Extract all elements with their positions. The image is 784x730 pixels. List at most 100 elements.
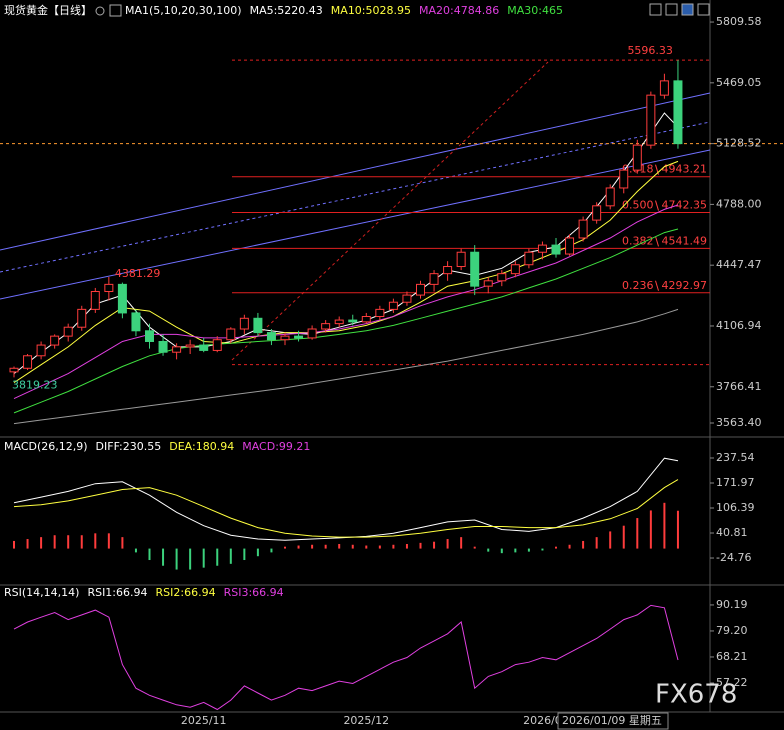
candle-body — [266, 332, 276, 341]
candle-body — [470, 251, 480, 287]
candle-body — [646, 94, 656, 146]
candle-body — [253, 317, 263, 334]
candle-body — [402, 294, 412, 303]
y-tick-label: 4447.47 — [716, 258, 762, 271]
rsi-line — [13, 604, 679, 711]
fib-price: 4943.21 — [662, 163, 708, 176]
ma-line — [13, 204, 679, 400]
candle-body — [592, 205, 602, 221]
legend-entry: RSI2:66.94 — [156, 586, 216, 599]
candle-body — [429, 273, 439, 285]
candle-body — [551, 244, 561, 255]
candle-body — [497, 273, 507, 282]
candle-body — [605, 187, 615, 207]
legend-entry: MA10:5028.95 — [331, 4, 411, 17]
y-tick-label: 237.54 — [716, 451, 755, 464]
candle-body — [294, 335, 304, 339]
candle-body — [443, 266, 453, 275]
legend-entry: RSI1:66.94 — [87, 586, 147, 599]
y-tick-label: 5809.58 — [716, 15, 762, 28]
legend-entry: MACD:99.21 — [242, 440, 310, 453]
candle-body — [9, 367, 19, 373]
fib-separator — [655, 280, 659, 291]
candle-body — [90, 291, 100, 310]
icon[interactable] — [665, 3, 678, 16]
y-tick-label: 40.81 — [716, 526, 748, 539]
candle-body — [388, 301, 398, 310]
x-tick-label: 2025/11 — [181, 714, 227, 727]
candle-body — [483, 280, 493, 287]
candle-body — [199, 344, 209, 351]
candle-body — [619, 169, 629, 189]
y-tick-label: 3563.40 — [716, 416, 762, 429]
candle-body — [158, 340, 168, 353]
watermark: FX678 — [655, 680, 737, 710]
fib-price: 4742.35 — [662, 199, 708, 212]
icon — [95, 6, 105, 16]
y-tick-label: 171.97 — [716, 476, 755, 489]
candle-body — [104, 283, 114, 293]
candle-body — [307, 328, 317, 339]
trend-channel — [0, 149, 711, 300]
candle-body — [23, 355, 33, 369]
y-tick-label: 4106.94 — [716, 319, 762, 332]
candle-body — [226, 328, 236, 341]
macd-line — [13, 479, 679, 538]
fib-price: 4541.49 — [662, 234, 708, 247]
candle-body — [117, 283, 127, 314]
candle-body — [524, 251, 534, 266]
ma-line — [13, 160, 679, 384]
y-tick-label: 106.39 — [716, 501, 755, 514]
y-tick-label: -24.76 — [716, 551, 751, 564]
candle-body — [510, 264, 520, 275]
candle-body — [36, 344, 46, 357]
fib-ratio: 0.236 — [622, 279, 654, 292]
candle-body — [334, 319, 344, 325]
candle-body — [456, 251, 466, 268]
y-tick-label: 5469.05 — [716, 76, 762, 89]
candle-body — [361, 316, 371, 323]
toolbar-icons — [649, 3, 710, 16]
candle-body — [348, 319, 358, 323]
legend-entry: RSI(14,14,14) — [4, 586, 79, 599]
x-tick-label: 2025/12 — [343, 714, 389, 727]
icon[interactable] — [649, 3, 662, 16]
candle-body — [280, 335, 290, 341]
candle-body — [172, 346, 182, 353]
legend-entry: MA5:5220.43 — [250, 4, 323, 17]
candle-body — [145, 330, 154, 342]
y-tick-label: 79.20 — [716, 624, 748, 637]
candle-body — [63, 326, 73, 337]
legend-entry: MACD(26,12,9) — [4, 440, 88, 453]
trend-channel — [0, 92, 711, 251]
candle-body — [578, 219, 588, 239]
y-tick-label: 3766.41 — [716, 380, 762, 393]
ma-line — [13, 308, 679, 425]
y-tick-label: 90.19 — [716, 598, 748, 611]
candle-body — [239, 317, 249, 330]
legend-entry: MA1(5,10,20,30,100) — [125, 4, 242, 17]
candle-body — [131, 312, 141, 332]
legend-entry: MA20:4784.86 — [419, 4, 499, 17]
legend-entry: DEA:180.94 — [169, 440, 234, 453]
y-tick-label: 57.22 — [716, 676, 748, 689]
candle-body — [375, 308, 385, 318]
low-label: 3819.23 — [12, 378, 58, 391]
high-label: 5596.33 — [627, 44, 673, 57]
y-tick-label: 4788.00 — [716, 197, 762, 210]
fib-trend — [231, 61, 549, 361]
x-tick-label: 2026/0 — [523, 714, 562, 727]
trend-channel — [0, 121, 711, 273]
fib-separator — [655, 236, 659, 247]
candle-body — [659, 80, 669, 96]
icon[interactable] — [697, 3, 710, 16]
candle-body — [77, 308, 87, 328]
candle-body — [321, 323, 331, 330]
candle-body — [537, 244, 547, 253]
candle-body — [416, 283, 425, 296]
legend-entry: RSI3:66.94 — [224, 586, 284, 599]
candle-body — [673, 80, 683, 145]
icon[interactable] — [681, 3, 694, 16]
fib-ratio: 0.500 — [622, 199, 654, 212]
